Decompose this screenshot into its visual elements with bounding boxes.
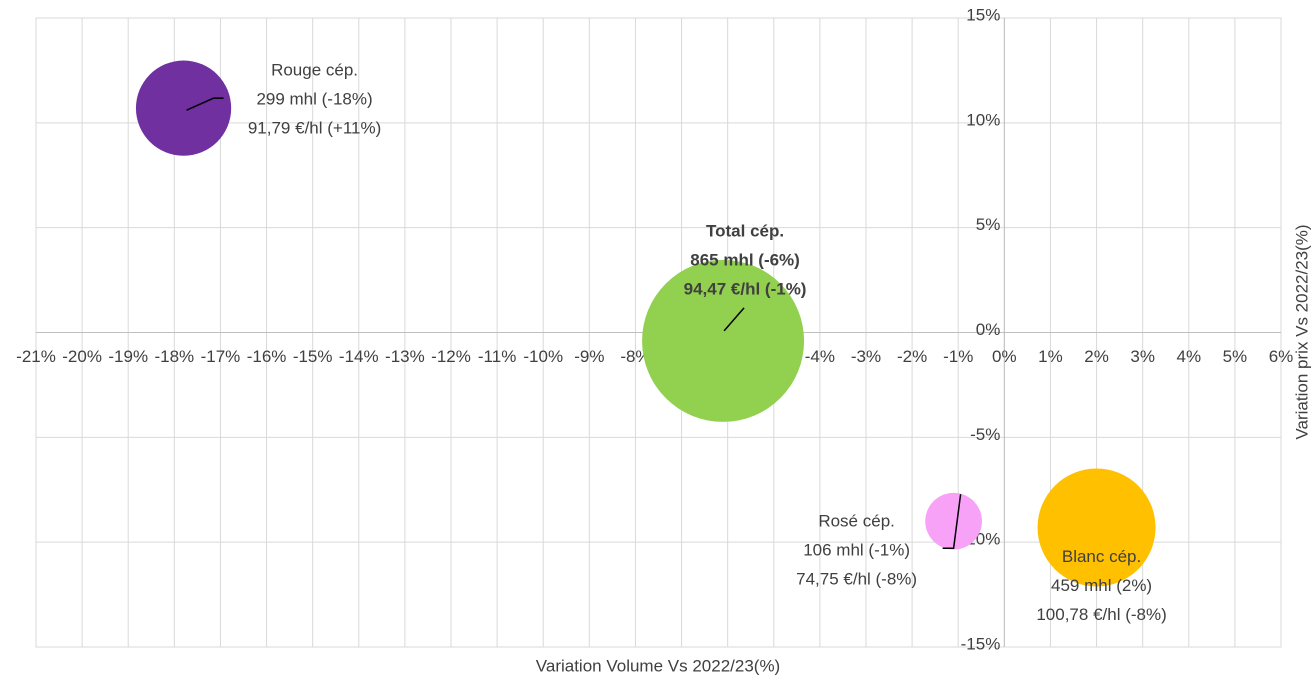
data-label: 74,75 €/hl (-8%) — [796, 570, 917, 589]
x-tick-label: -19% — [108, 347, 148, 366]
x-tick-label: -16% — [247, 347, 287, 366]
y-axis-title: Variation prix Vs 2022/23(%) — [1292, 224, 1311, 439]
x-tick-label: -21% — [16, 347, 56, 366]
x-tick-label: -17% — [201, 347, 241, 366]
x-tick-label: 2% — [1084, 347, 1109, 366]
y-tick-label: -15% — [961, 634, 1001, 653]
x-axis-title: Variation Volume Vs 2022/23(%) — [536, 656, 780, 675]
x-tick-label: -15% — [293, 347, 333, 366]
x-tick-label: -2% — [897, 347, 927, 366]
x-tick-label: 5% — [1223, 347, 1248, 366]
data-label: 100,78 €/hl (-8%) — [1036, 605, 1166, 624]
data-label: 459 mhl (2%) — [1051, 576, 1152, 595]
data-label: Rouge cép. — [271, 61, 358, 80]
data-label: 94,47 €/hl (-1%) — [684, 279, 807, 298]
data-label: 299 mhl (-18%) — [256, 90, 372, 109]
x-tick-label: 1% — [1038, 347, 1063, 366]
x-tick-label: -13% — [385, 347, 425, 366]
y-tick-label: 10% — [966, 110, 1000, 129]
x-tick-label: -11% — [478, 347, 516, 366]
x-tick-label: -3% — [851, 347, 881, 366]
x-tick-label: -1% — [943, 347, 973, 366]
bubble — [135, 60, 232, 156]
leader-line — [723, 307, 745, 332]
data-label: Total cép. — [706, 221, 784, 240]
bubble — [925, 492, 982, 550]
y-tick-label: -5% — [970, 425, 1000, 444]
y-tick-label: 15% — [966, 5, 1000, 24]
bubble — [1037, 468, 1156, 587]
x-tick-label: 3% — [1130, 347, 1155, 366]
x-tick-label: 4% — [1176, 347, 1201, 366]
bubble — [642, 259, 805, 422]
data-label: Rosé cép. — [818, 512, 895, 531]
data-label: Blanc cép. — [1062, 547, 1141, 566]
x-tick-label: -4% — [805, 347, 835, 366]
data-label: 865 mhl (-6%) — [690, 250, 800, 269]
data-label: 91,79 €/hl (+11%) — [248, 119, 381, 138]
x-tick-label: 0% — [992, 347, 1017, 366]
x-tick-label: -9% — [574, 347, 604, 366]
y-tick-label: 0% — [976, 320, 1001, 339]
x-tick-label: 6% — [1269, 347, 1294, 366]
x-tick-label: -20% — [62, 347, 102, 366]
leader-line — [942, 494, 962, 549]
y-tick-label: 5% — [976, 215, 1001, 234]
x-tick-label: -18% — [154, 347, 194, 366]
leader-line — [186, 97, 224, 111]
data-label: 106 mhl (-1%) — [803, 541, 910, 560]
x-tick-label: -12% — [431, 347, 471, 366]
x-tick-label: -14% — [339, 347, 379, 366]
x-tick-label: -10% — [523, 347, 563, 366]
